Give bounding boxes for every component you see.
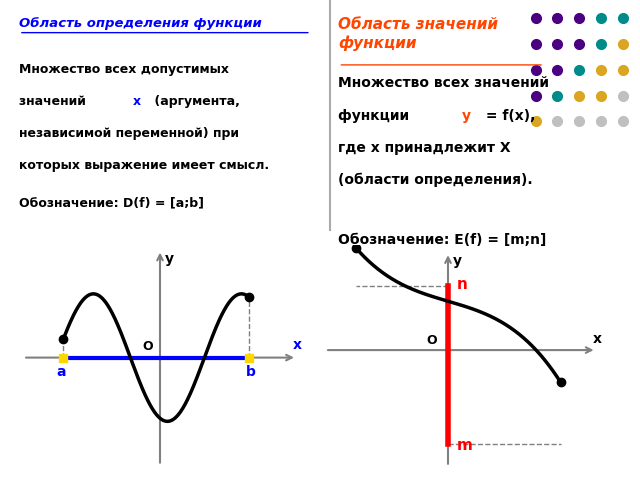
Text: Область значений
функции: Область значений функции xyxy=(339,16,499,51)
Text: = f(x),: = f(x), xyxy=(481,108,535,123)
Text: x: x xyxy=(132,95,141,108)
Text: значений: значений xyxy=(19,95,90,108)
Text: y: y xyxy=(462,108,471,123)
Text: x: x xyxy=(292,338,301,352)
Text: Область определения функции: Область определения функции xyxy=(19,16,262,29)
Text: n: n xyxy=(457,277,468,292)
Text: Множество всех значений: Множество всех значений xyxy=(339,76,549,90)
Text: функции: функции xyxy=(339,108,415,123)
Text: O: O xyxy=(142,340,153,353)
Text: m: m xyxy=(457,438,473,454)
Text: Обозначение: E(f) = [m;n]: Обозначение: E(f) = [m;n] xyxy=(339,233,547,247)
Text: y: y xyxy=(165,252,174,266)
Text: O: O xyxy=(426,335,436,348)
Text: Множество всех допустимых: Множество всех допустимых xyxy=(19,62,229,75)
Text: Обозначение: D(f) = [a;b]: Обозначение: D(f) = [a;b] xyxy=(19,196,204,209)
Text: где x принадлежит X: где x принадлежит X xyxy=(339,141,511,155)
Text: независимой переменной) при: независимой переменной) при xyxy=(19,127,239,140)
Text: b: b xyxy=(246,365,255,379)
Text: которых выражение имеет смысл.: которых выражение имеет смысл. xyxy=(19,159,269,172)
Text: a: a xyxy=(57,365,66,379)
Text: (области определения).: (области определения). xyxy=(339,173,533,188)
Text: (аргумента,: (аргумента, xyxy=(150,95,239,108)
Text: x: x xyxy=(593,332,602,346)
Text: y: y xyxy=(453,254,462,268)
